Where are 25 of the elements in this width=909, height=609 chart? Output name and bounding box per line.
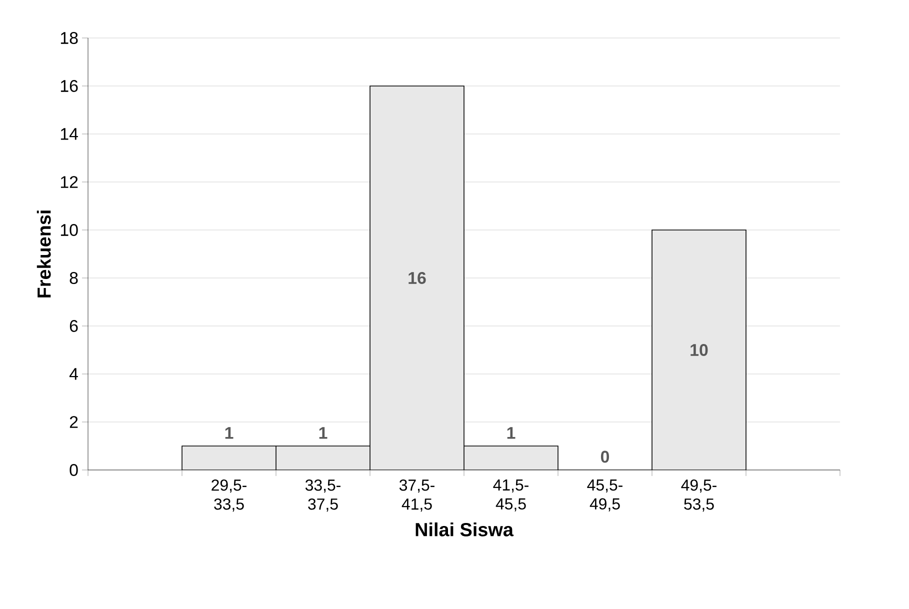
y-tick-label: 16	[60, 80, 78, 92]
data-label: 1	[225, 427, 234, 439]
x-tick-label: 41,5-45,5	[493, 480, 528, 512]
x-tick-label: 45,5-49,5	[587, 480, 622, 512]
x-tick-label: 49,5-53,5	[681, 480, 716, 512]
x-tick-label: 29,5-33,5	[212, 480, 246, 512]
y-tick-label: 14	[60, 128, 78, 140]
y-tick-label: 18	[60, 32, 78, 44]
data-label: 16	[408, 272, 426, 284]
y-tick-label: 4	[69, 368, 78, 380]
y-tick-label: 2	[70, 416, 78, 428]
data-label: 10	[690, 344, 708, 356]
x-axis-title: Nilai Siswa	[416, 522, 514, 536]
x-tick-label: 33,5-37,5	[305, 480, 340, 512]
data-label: 1	[507, 427, 516, 439]
bar	[652, 230, 746, 470]
data-label: 1	[319, 427, 328, 439]
y-tick-label: 6	[70, 320, 78, 332]
y-tick-label: 0	[70, 464, 78, 476]
y-axis-title: Frekuensi	[36, 210, 51, 298]
y-tick-label: 10	[60, 224, 78, 236]
x-tick-label: 37,5-41,5	[399, 480, 434, 512]
y-tick-label: 8	[70, 272, 78, 284]
y-tick-label: 12	[60, 176, 78, 188]
data-label: 0	[600, 450, 610, 463]
